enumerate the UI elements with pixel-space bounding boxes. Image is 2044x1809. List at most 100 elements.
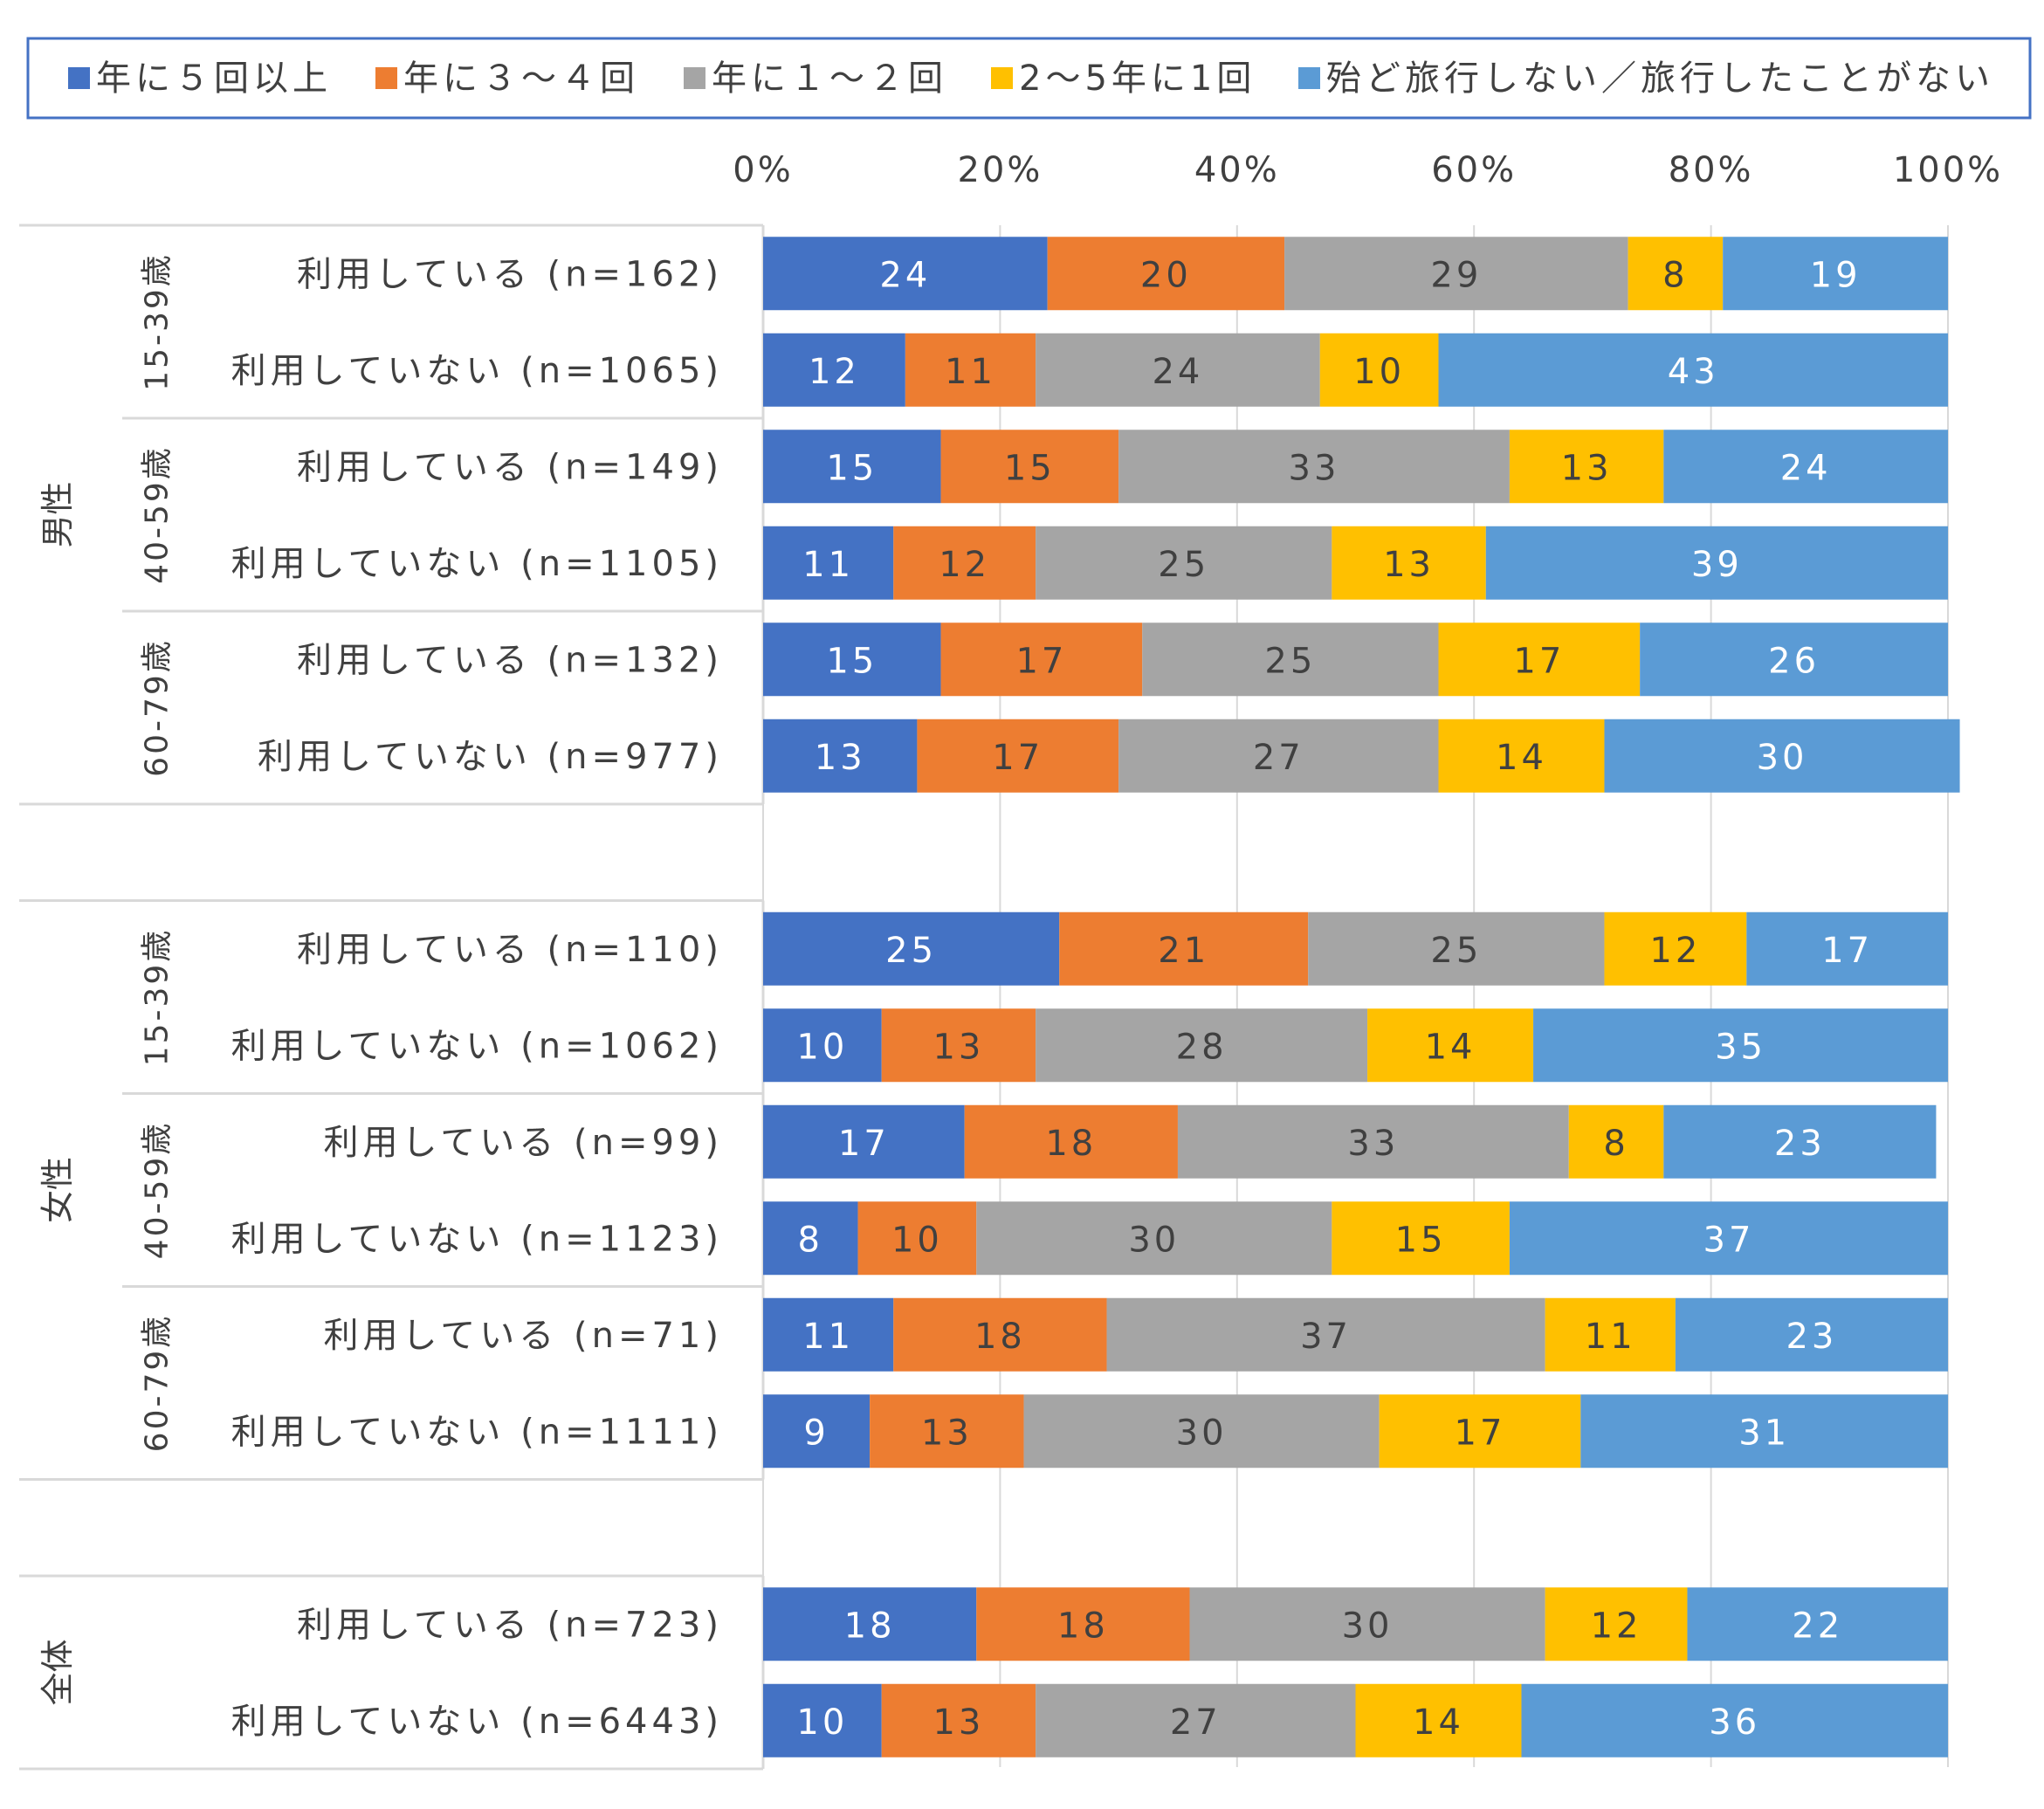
bar-segment xyxy=(1036,1008,1368,1083)
bar-segment xyxy=(1746,911,1948,986)
data-label: 18 xyxy=(1045,1124,1097,1164)
group-label: 全体 xyxy=(38,1639,77,1705)
bar-segment xyxy=(1118,719,1439,793)
bar-segment xyxy=(1036,1683,1356,1757)
bar-segment xyxy=(763,237,1048,311)
bar-segment xyxy=(1308,911,1605,986)
age-label: 40-59歳 xyxy=(140,1121,175,1260)
bar-segment xyxy=(1438,719,1605,793)
row-label: 利用している (n=99) xyxy=(324,1123,724,1163)
bar-segment xyxy=(1036,333,1320,407)
bar-segment xyxy=(1485,526,1948,600)
row-label: 利用していない (n=1065) xyxy=(231,351,723,391)
bar-segment xyxy=(1640,622,1948,697)
data-label: 24 xyxy=(1780,448,1832,488)
data-label: 13 xyxy=(921,1413,973,1453)
legend-swatch xyxy=(991,67,1013,89)
bar-segment xyxy=(1438,622,1641,697)
data-label: 15 xyxy=(1395,1220,1447,1260)
x-tick-label: 40% xyxy=(1194,150,1280,190)
data-label: 8 xyxy=(1662,255,1688,295)
legend-label: 2～5年に1回 xyxy=(1019,58,1256,99)
data-label: 30 xyxy=(1342,1606,1394,1646)
row-label: 利用していない (n=977) xyxy=(258,737,723,777)
bar-segment xyxy=(1604,911,1747,986)
data-label: 43 xyxy=(1668,352,1719,392)
bar-segment xyxy=(1177,1104,1569,1179)
data-label: 15 xyxy=(1004,448,1056,488)
bar-segment xyxy=(1675,1297,1948,1372)
data-label: 13 xyxy=(933,1027,984,1067)
row-label: 利用していない (n=1105) xyxy=(231,544,723,584)
bar-segment xyxy=(1319,333,1439,407)
bar-segment xyxy=(881,1683,1036,1757)
data-label: 13 xyxy=(933,1702,984,1743)
data-label: 22 xyxy=(1792,1606,1843,1646)
row-label: 利用していない (n=1062) xyxy=(231,1026,723,1066)
data-label: 13 xyxy=(815,738,866,778)
legend-swatch xyxy=(1298,67,1320,89)
category-table: 利用している (n=162)利用していない (n=1065)15-39歳利用して… xyxy=(19,224,765,1771)
row-label: 利用していない (n=1111) xyxy=(231,1412,723,1452)
bar-segment xyxy=(1723,237,1948,311)
data-label: 14 xyxy=(1425,1027,1476,1067)
bar-segment xyxy=(1545,1297,1676,1372)
data-label: 12 xyxy=(1591,1606,1642,1646)
group-label: 男性 xyxy=(38,481,77,547)
bar-segment xyxy=(940,622,1143,697)
data-label: 18 xyxy=(974,1317,1026,1357)
row-label: 利用している (n=149) xyxy=(297,447,723,487)
x-tick-label: 20% xyxy=(957,150,1043,190)
data-label: 24 xyxy=(1152,352,1203,392)
data-label: 25 xyxy=(885,931,937,971)
bar-segment xyxy=(763,1297,894,1372)
bar-segment xyxy=(893,526,1036,600)
data-label: 17 xyxy=(1455,1413,1506,1453)
bar-segment xyxy=(917,719,1119,793)
data-label: 24 xyxy=(879,255,931,295)
bar-segment xyxy=(1604,719,1960,793)
bar-segment xyxy=(1189,1587,1545,1661)
bar-segment xyxy=(1438,333,1948,407)
bar-segment xyxy=(1059,911,1309,986)
x-tick-label: 0% xyxy=(733,150,793,190)
legend-label: 年に３～４回 xyxy=(403,58,639,99)
bar-segment xyxy=(1568,1104,1664,1179)
bar-segment xyxy=(976,1201,1332,1276)
bar-segment xyxy=(1332,1201,1510,1276)
data-label: 23 xyxy=(1774,1124,1826,1164)
bar-segment xyxy=(964,1104,1178,1179)
bar-segment xyxy=(763,622,941,697)
bar-segment xyxy=(976,1587,1190,1661)
data-label: 11 xyxy=(802,1317,854,1357)
data-label: 18 xyxy=(844,1606,896,1646)
data-label: 25 xyxy=(1158,545,1209,585)
bar-segment xyxy=(1379,1394,1581,1469)
bar-segment xyxy=(1355,1683,1522,1757)
bar-segment xyxy=(763,1201,858,1276)
legend-swatch xyxy=(684,67,705,89)
data-label: 37 xyxy=(1300,1317,1352,1357)
data-label: 25 xyxy=(1430,931,1482,971)
x-tick-label: 60% xyxy=(1431,150,1517,190)
data-label: 9 xyxy=(803,1413,829,1453)
row-label: 利用している (n=71) xyxy=(324,1316,724,1356)
bar-segment xyxy=(763,1394,871,1469)
legend-swatch xyxy=(68,67,90,89)
legend: 年に５回以上 年に３～４回 年に１～２回 2～5年に1回 殆ど旅行しない／旅行したことが… xyxy=(68,58,1990,99)
bar-segment xyxy=(763,333,905,407)
data-label: 8 xyxy=(798,1220,823,1260)
data-label: 20 xyxy=(1140,255,1192,295)
bars: 24 20 29 8 19 12 11 24 10 43 15 15 33 13 24 11 12 25 13 39 1… xyxy=(763,237,1960,1757)
bar-segment xyxy=(1142,622,1439,697)
age-label: 60-79歳 xyxy=(140,1314,175,1453)
data-label: 25 xyxy=(1264,641,1316,681)
x-axis-ticks: 0% 20% 40% 60% 80% 100% xyxy=(733,150,2000,190)
legend-label: 年に５回以上 xyxy=(96,58,332,99)
row-label: 利用している (n=132) xyxy=(297,640,723,680)
data-label: 10 xyxy=(796,1702,848,1743)
bar-segment xyxy=(870,1394,1024,1469)
data-label: 30 xyxy=(1128,1220,1180,1260)
data-label: 18 xyxy=(1057,1606,1109,1646)
data-label: 30 xyxy=(1757,738,1808,778)
